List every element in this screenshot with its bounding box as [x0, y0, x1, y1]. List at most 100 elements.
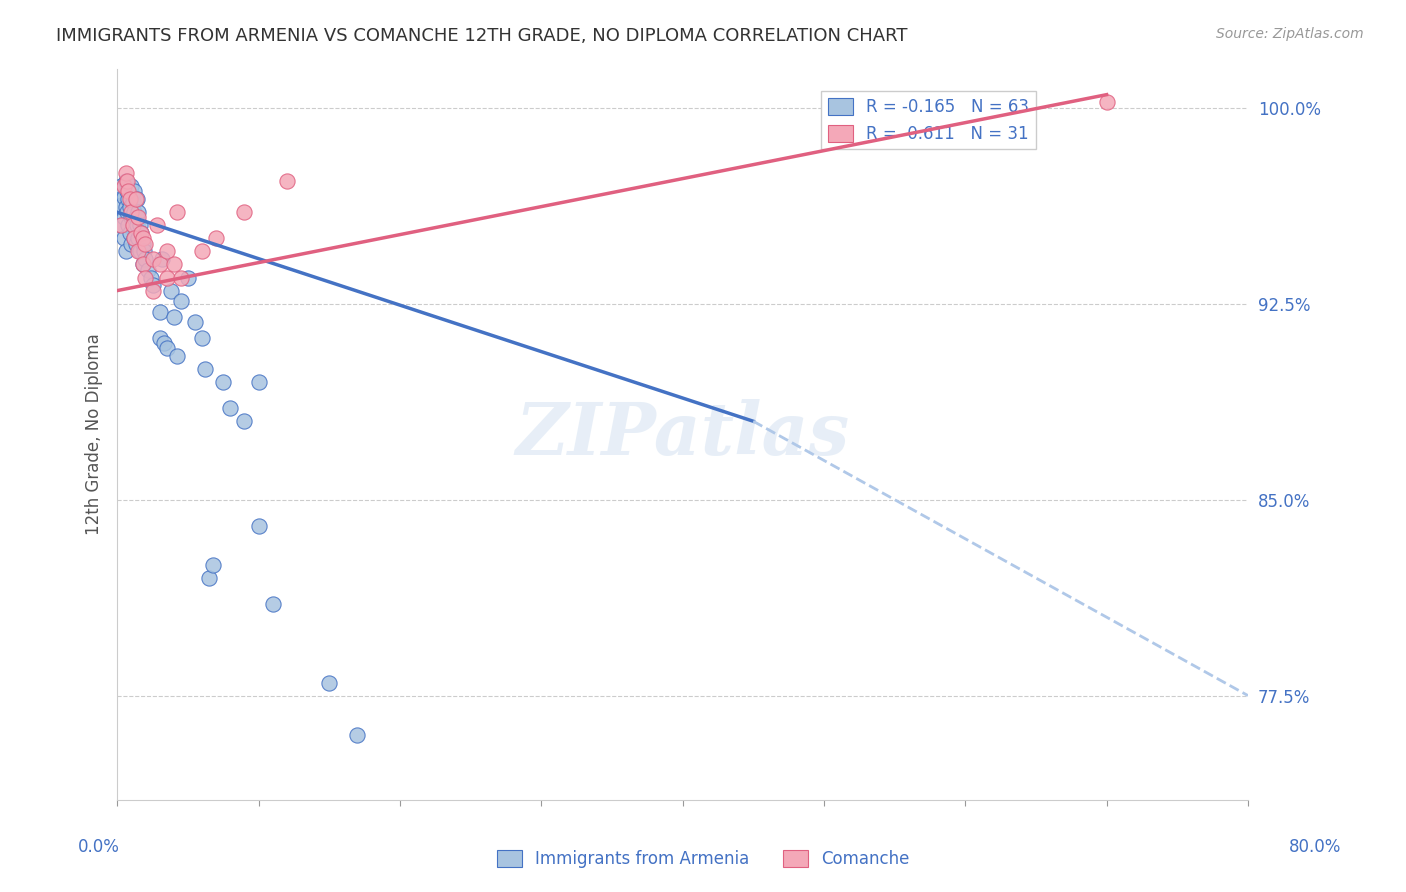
Point	[114, 174, 136, 188]
Point	[156, 341, 179, 355]
Point	[129, 226, 152, 240]
Point	[118, 200, 141, 214]
Point	[124, 192, 146, 206]
Point	[120, 236, 142, 251]
Point	[105, 200, 128, 214]
Point	[134, 270, 156, 285]
Point	[131, 257, 153, 271]
Point	[121, 219, 143, 233]
Point	[114, 200, 136, 214]
Point	[127, 211, 149, 225]
Point	[117, 219, 139, 233]
Point	[127, 231, 149, 245]
Point	[112, 211, 135, 225]
Point	[120, 205, 142, 219]
Point	[219, 401, 242, 416]
Point	[121, 219, 143, 233]
Point	[122, 205, 145, 219]
Point	[110, 219, 132, 233]
Point	[128, 219, 150, 233]
Point	[114, 244, 136, 259]
Point	[212, 375, 235, 389]
Point	[247, 375, 270, 389]
Point	[346, 728, 368, 742]
Point	[120, 179, 142, 194]
Point	[156, 270, 179, 285]
Point	[125, 219, 148, 233]
Point	[115, 174, 138, 188]
Point	[117, 192, 139, 206]
Point	[262, 597, 284, 611]
Point	[152, 252, 174, 267]
Point	[118, 226, 141, 240]
Point	[131, 257, 153, 271]
Point	[149, 304, 172, 318]
Point	[122, 231, 145, 245]
Point	[114, 166, 136, 180]
Point	[110, 179, 132, 194]
Point	[141, 284, 163, 298]
Point	[198, 571, 221, 585]
Point	[134, 236, 156, 251]
Legend: Immigrants from Armenia, Comanche: Immigrants from Armenia, Comanche	[491, 843, 915, 875]
Point	[110, 219, 132, 233]
Point	[1095, 95, 1118, 110]
Point	[205, 231, 228, 245]
Point	[233, 414, 256, 428]
Point	[233, 205, 256, 219]
Point	[134, 252, 156, 267]
Point	[153, 335, 176, 350]
Point	[131, 231, 153, 245]
Point	[131, 236, 153, 251]
Text: 0.0%: 0.0%	[77, 838, 120, 856]
Point	[112, 231, 135, 245]
Point	[170, 270, 193, 285]
Point	[156, 244, 179, 259]
Point	[163, 257, 186, 271]
Point	[141, 252, 163, 267]
Point	[122, 184, 145, 198]
Point	[127, 244, 149, 259]
Point	[115, 184, 138, 198]
Text: IMMIGRANTS FROM ARMENIA VS COMANCHE 12TH GRADE, NO DIPLOMA CORRELATION CHART: IMMIGRANTS FROM ARMENIA VS COMANCHE 12TH…	[56, 27, 908, 45]
Point	[125, 192, 148, 206]
Point	[128, 244, 150, 259]
Point	[247, 518, 270, 533]
Point	[136, 262, 159, 277]
Point	[139, 270, 162, 285]
Y-axis label: 12th Grade, No Diploma: 12th Grade, No Diploma	[86, 334, 103, 535]
Point	[149, 331, 172, 345]
Point	[177, 270, 200, 285]
Point	[115, 205, 138, 219]
Point	[318, 675, 340, 690]
Point	[127, 205, 149, 219]
Legend: R = -0.165   N = 63, R =  0.611   N = 31: R = -0.165 N = 63, R = 0.611 N = 31	[821, 92, 1036, 150]
Text: 80.0%: 80.0%	[1288, 838, 1341, 856]
Point	[191, 331, 214, 345]
Point	[120, 211, 142, 225]
Text: ZIPatlas: ZIPatlas	[516, 399, 849, 470]
Point	[132, 244, 155, 259]
Point	[184, 315, 207, 329]
Point	[124, 236, 146, 251]
Point	[112, 179, 135, 194]
Point	[122, 231, 145, 245]
Point	[117, 184, 139, 198]
Point	[166, 205, 188, 219]
Point	[202, 558, 225, 572]
Point	[108, 184, 131, 198]
Point	[163, 310, 186, 324]
Point	[129, 226, 152, 240]
Point	[170, 294, 193, 309]
Point	[124, 211, 146, 225]
Point	[160, 284, 183, 298]
Point	[112, 189, 135, 203]
Point	[118, 192, 141, 206]
Point	[121, 194, 143, 209]
Point	[149, 257, 172, 271]
Point	[194, 362, 217, 376]
Text: Source: ZipAtlas.com: Source: ZipAtlas.com	[1216, 27, 1364, 41]
Point	[191, 244, 214, 259]
Point	[145, 219, 167, 233]
Point	[276, 174, 298, 188]
